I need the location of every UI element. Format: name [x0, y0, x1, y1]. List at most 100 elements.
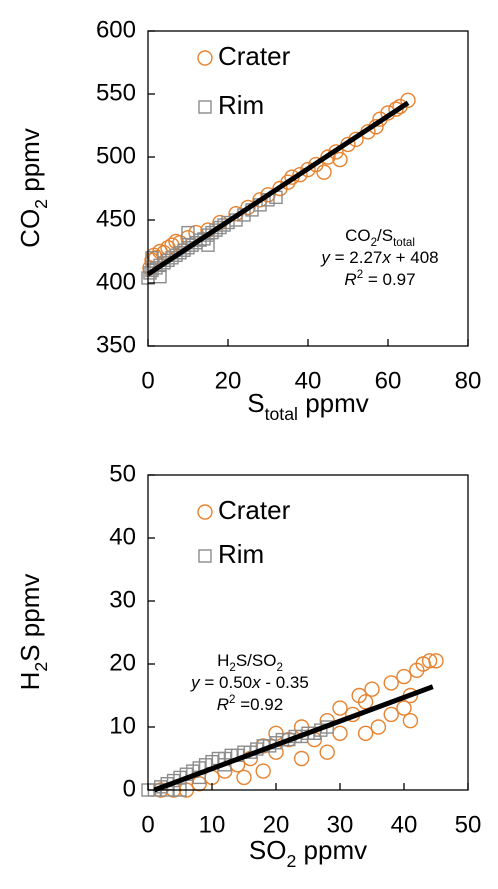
y-tick-label: 40	[109, 523, 136, 550]
x-tick-label: 10	[199, 811, 226, 838]
y-axis-label: H2S ppmv	[15, 574, 51, 691]
text-part: 2	[357, 269, 363, 281]
text-part: CO	[345, 226, 371, 245]
point	[201, 228, 215, 242]
text-part: S ppmv	[15, 574, 45, 662]
point	[319, 744, 335, 760]
point	[320, 149, 336, 165]
point	[396, 668, 412, 685]
point	[383, 706, 399, 723]
point	[153, 270, 167, 284]
point	[316, 164, 332, 180]
y-tick-label: 10	[109, 712, 136, 739]
x-axis-label: Stotal ppmv	[247, 388, 369, 424]
x-tick-label: 0	[141, 367, 154, 394]
annotation: R2 =0.92	[217, 694, 283, 714]
point	[292, 166, 308, 183]
y-tick-label: 30	[109, 586, 136, 613]
annotation: y = 0.50x - 0.35	[190, 673, 309, 692]
fit-line	[146, 100, 410, 277]
point	[181, 225, 195, 240]
point	[145, 251, 159, 265]
x-axis-label: SO2 ppmv	[249, 835, 367, 871]
point	[402, 713, 419, 729]
annotation: y = 2.27x + 408	[320, 248, 438, 267]
point	[193, 233, 207, 247]
text-part: R	[217, 695, 229, 714]
text-part: x	[251, 673, 261, 692]
y-tick-label: 400	[96, 268, 136, 295]
point	[332, 725, 348, 741]
text-part: 2	[229, 662, 235, 674]
point	[173, 246, 187, 260]
text-part: = 0.50	[200, 673, 252, 692]
text-part: 2	[371, 237, 377, 249]
x-tick-label: 40	[391, 811, 418, 838]
text-part: x	[381, 248, 391, 267]
text-part: S/SO	[236, 651, 277, 670]
x-tick-label: 30	[327, 811, 354, 838]
legend-label: Crater	[218, 41, 291, 71]
point	[169, 248, 183, 262]
point	[428, 653, 444, 669]
point	[164, 237, 180, 253]
legend-marker	[198, 549, 212, 563]
point	[357, 725, 374, 741]
y-tick-label: 50	[109, 460, 136, 487]
text-part: y	[190, 673, 201, 692]
y-tick-label: 500	[96, 142, 136, 169]
legend-label: Rim	[218, 539, 264, 569]
point	[300, 161, 316, 178]
point	[364, 681, 380, 697]
plot-frame	[147, 474, 469, 791]
point	[260, 187, 276, 203]
text-part: H	[217, 651, 229, 670]
point	[165, 251, 179, 265]
text-part: ppmv	[298, 388, 369, 418]
point	[396, 700, 412, 716]
text-part: 2	[31, 662, 51, 672]
text-part: SO	[249, 835, 287, 865]
plot-frame	[147, 30, 469, 347]
legend-marker	[198, 100, 212, 114]
point	[388, 101, 404, 117]
point	[213, 220, 227, 235]
point	[332, 151, 348, 168]
x-tick-label: 20	[215, 367, 242, 394]
point	[209, 223, 223, 237]
y-axis-label: CO2 ppmv	[15, 128, 51, 248]
text-part: CO	[15, 209, 45, 248]
legend-label: Rim	[218, 90, 264, 120]
annotation: CO2/Stotal	[345, 226, 415, 249]
text-part: ppmv	[15, 128, 45, 199]
point	[236, 769, 252, 786]
point	[280, 174, 296, 190]
point	[400, 92, 416, 109]
y-tick-label: 0	[123, 775, 136, 802]
y-tick-label: 600	[96, 16, 136, 43]
text-part: total	[265, 404, 298, 424]
point	[357, 694, 374, 710]
point	[181, 241, 195, 255]
legend-label: Crater	[218, 495, 291, 525]
x-tick-label: 40	[295, 367, 322, 394]
fit-line	[153, 684, 434, 793]
legend-marker	[197, 504, 213, 520]
text-part: ppmv	[296, 835, 367, 865]
y-tick-label: 450	[96, 205, 136, 232]
point	[370, 719, 387, 735]
point	[421, 653, 438, 669]
point	[252, 192, 268, 208]
text-part: 2	[31, 199, 51, 209]
text-part: total	[393, 237, 415, 249]
x-tick-label: 60	[375, 367, 402, 394]
text-part: S	[247, 388, 264, 418]
point	[177, 243, 191, 257]
point	[332, 700, 348, 716]
text-part: R	[344, 270, 356, 289]
y-tick-label: 20	[109, 649, 136, 676]
annotation: R2 = 0.97	[344, 269, 415, 289]
point	[161, 253, 175, 268]
